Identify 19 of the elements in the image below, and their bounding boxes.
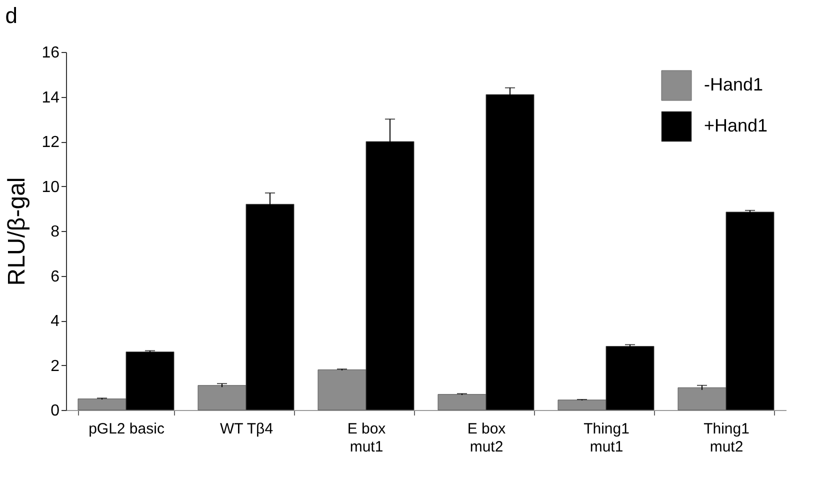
x-tick-label: WT Tβ4 — [220, 420, 274, 438]
y-tick-label: 4 — [50, 313, 60, 330]
x-tick-label: Thing1 mut2 — [704, 420, 750, 456]
x-tick-label: pGL2 basic — [88, 420, 165, 438]
x-tick-label: Thing1 mut1 — [584, 420, 630, 456]
y-tick-label: 12 — [42, 134, 60, 151]
y-tick-label: 0 — [50, 402, 60, 420]
y-tick-label: 8 — [50, 224, 60, 240]
y-axis-title: RLU/β-gal — [4, 177, 31, 286]
y-tick-label: 10 — [42, 178, 60, 196]
y-tick-label: 14 — [42, 89, 60, 106]
y-tick-label: 6 — [50, 268, 60, 286]
legend-label: +Hand1 — [704, 116, 768, 136]
x-tick-label: E box mut1 — [347, 420, 386, 456]
y-tick-label: 16 — [42, 44, 60, 62]
x-tick-label: E box mut2 — [467, 420, 506, 456]
chart-title: d — [5, 3, 18, 28]
legend-label: -Hand1 — [704, 74, 764, 94]
y-tick-label: 2 — [50, 358, 60, 375]
